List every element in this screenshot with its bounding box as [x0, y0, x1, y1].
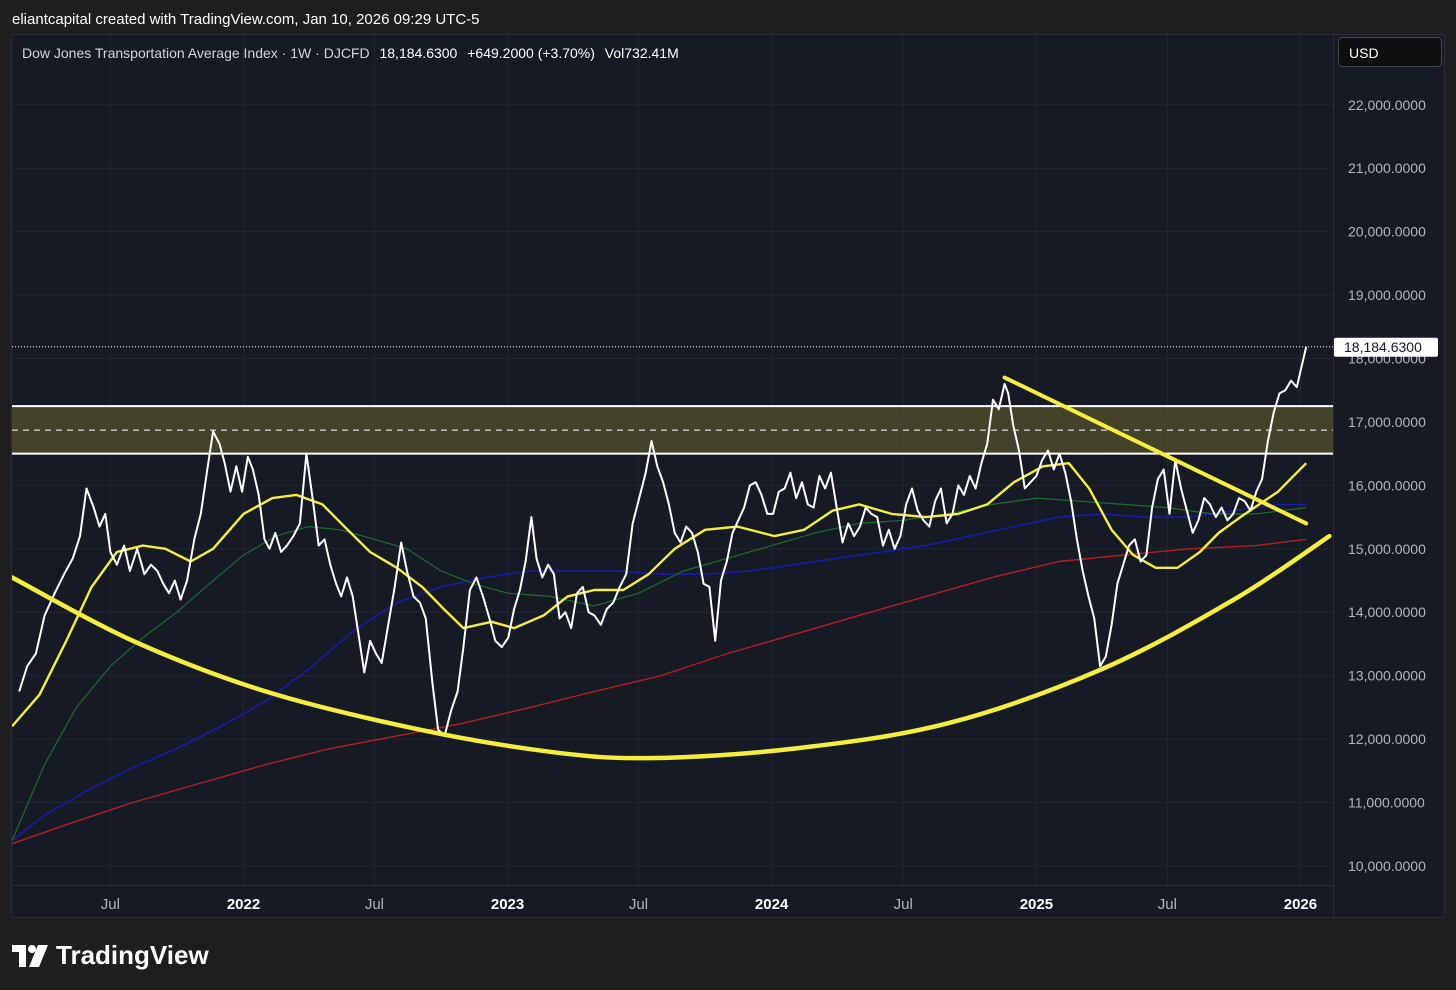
tradingview-logo[interactable]: TradingView: [12, 940, 209, 971]
price-change-value: +649.2000 (+3.70%): [467, 45, 595, 61]
currency-button[interactable]: USD: [1338, 37, 1442, 67]
y-tick-label: 12,000.0000: [1348, 731, 1426, 747]
y-tick-label: 22,000.0000: [1348, 97, 1426, 113]
y-tick-label: 11,000.0000: [1348, 795, 1425, 811]
x-tick-label: 2022: [227, 896, 260, 913]
chart-frame[interactable]: 10,000.0000 11,000.0000 12,000.0000 13,000.…: [11, 34, 1445, 918]
x-tick-label: 2026: [1284, 896, 1317, 913]
x-tick-label: 2023: [491, 896, 524, 913]
volume-value: Vol732.41M: [604, 45, 679, 61]
last-price-value: 18,184.6300: [379, 45, 458, 61]
y-tick-label: 13,000.0000: [1348, 668, 1426, 684]
last-price-label: 18,184.6300: [1344, 339, 1422, 355]
y-tick-label: 19,000.0000: [1348, 287, 1426, 303]
series-line-ma-blue: [12, 503, 1307, 842]
x-tick-label: Jul: [629, 896, 648, 913]
y-tick-label: 15,000.0000: [1348, 541, 1426, 557]
last-price-label-box: [1334, 337, 1438, 357]
series-line-ma-yellow: [12, 462, 1308, 728]
chart-attribution: eliantcapital created with TradingView.c…: [12, 11, 480, 28]
y-tick-label: 10,000.0000: [1348, 858, 1426, 874]
series-line-ma-red: [12, 538, 1307, 845]
y-tick-label: 14,000.0000: [1348, 604, 1426, 620]
interval-label[interactable]: 1W: [290, 45, 312, 61]
price-chart[interactable]: 10,000.0000 11,000.0000 12,000.0000 13,000.…: [12, 35, 1445, 918]
series-line-price: [18, 346, 1308, 737]
x-tick-label: Jul: [101, 896, 120, 913]
rounded-bottom-curve: [12, 533, 1332, 761]
tradingview-logo-icon: [12, 944, 48, 967]
y-tick-label: 21,000.0000: [1348, 160, 1426, 176]
y-tick-label: 17,000.0000: [1348, 414, 1426, 430]
y-tick-label: 16,000.0000: [1348, 477, 1426, 493]
x-tick-label: 2025: [1020, 896, 1053, 913]
series-line-ma-green: [12, 497, 1307, 841]
downtrend-line: [1002, 375, 1309, 526]
time-scale[interactable]: [12, 885, 1333, 917]
x-tick-label: 2024: [755, 896, 789, 913]
symbol-legend: Dow Jones Transportation Average Index ·…: [22, 45, 679, 61]
exchange-label: DJCFD: [323, 45, 370, 61]
symbol-name[interactable]: Dow Jones Transportation Average Index: [22, 45, 278, 61]
x-tick-label: Jul: [894, 896, 913, 913]
x-tick-label: Jul: [1158, 896, 1177, 913]
y-tick-label: 20,000.0000: [1348, 224, 1426, 240]
x-tick-label: Jul: [365, 896, 384, 913]
tradingview-logo-text: TradingView: [56, 940, 209, 970]
price-scale[interactable]: [1333, 35, 1444, 917]
